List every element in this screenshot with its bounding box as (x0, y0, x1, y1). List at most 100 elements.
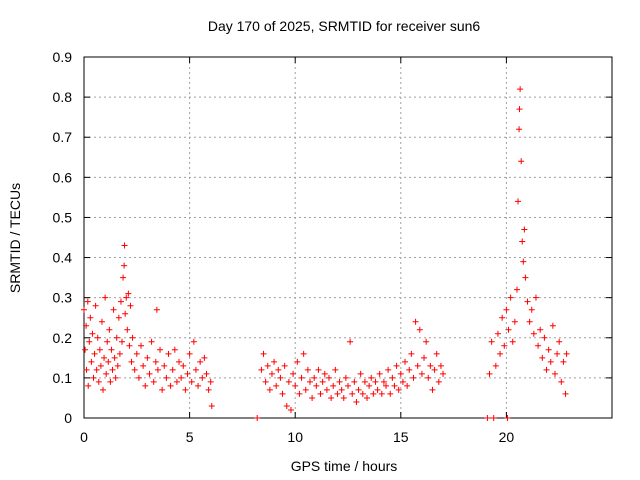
data-point (315, 366, 322, 373)
data-point (129, 334, 136, 341)
data-point (176, 358, 183, 365)
x-tick-label: 20 (499, 429, 515, 445)
data-point (306, 378, 313, 385)
data-point (190, 338, 197, 345)
data-point (518, 158, 525, 165)
data-point (547, 358, 554, 365)
data-point (180, 362, 187, 369)
data-point (277, 374, 284, 381)
data-point (106, 326, 113, 333)
data-point (91, 350, 98, 357)
data-point (105, 358, 112, 365)
data-point (192, 366, 199, 373)
data-point (412, 318, 419, 325)
data-point (522, 274, 529, 281)
data-point (423, 338, 430, 345)
data-point (334, 390, 341, 397)
data-point (169, 366, 176, 373)
data-point (399, 378, 406, 385)
data-point (501, 342, 508, 349)
data-point (161, 362, 168, 369)
data-point (328, 394, 335, 401)
data-point (370, 390, 377, 397)
data-point (125, 290, 132, 297)
data-point (515, 198, 522, 205)
data-point (524, 298, 531, 305)
data-point (254, 415, 261, 421)
data-point (521, 226, 528, 233)
data-point (205, 386, 212, 393)
data-point (433, 350, 440, 357)
data-point (103, 370, 110, 377)
data-point (497, 350, 504, 357)
y-tick-label: 0.8 (53, 89, 73, 105)
data-point (144, 354, 151, 361)
data-point (119, 338, 126, 345)
data-point (197, 358, 204, 365)
data-point (173, 378, 180, 385)
data-point (302, 386, 309, 393)
y-tick-label: 0.7 (53, 129, 73, 145)
data-point (154, 366, 161, 373)
x-axis-label: GPS time / hours (291, 458, 398, 474)
data-point (372, 378, 379, 385)
data-point (549, 322, 556, 329)
data-point (519, 238, 526, 245)
data-point (298, 374, 305, 381)
data-point (135, 374, 142, 381)
data-point (520, 258, 527, 265)
data-point (435, 378, 442, 385)
data-point (539, 354, 546, 361)
data-point (421, 354, 428, 361)
data-point (208, 402, 215, 409)
data-point (404, 382, 411, 389)
data-point (313, 382, 320, 389)
y-tick-label: 0.5 (53, 209, 73, 225)
y-tick-label: 0.9 (53, 49, 73, 65)
data-point (545, 346, 552, 353)
data-point (351, 378, 358, 385)
data-point (437, 362, 444, 369)
data-point (505, 326, 512, 333)
data-point (92, 302, 99, 309)
data-point (537, 326, 544, 333)
data-point (342, 374, 349, 381)
data-point (199, 374, 206, 381)
data-point (526, 318, 533, 325)
data-point (300, 350, 307, 357)
data-point (410, 374, 417, 381)
data-point (283, 402, 290, 409)
data-point (262, 378, 269, 385)
data-point (317, 390, 324, 397)
data-point (268, 370, 275, 377)
data-point (393, 362, 400, 369)
data-point (509, 338, 516, 345)
data-point (304, 366, 311, 373)
data-point (163, 374, 170, 381)
data-point (186, 350, 193, 357)
x-tick-label: 15 (393, 429, 409, 445)
data-point (499, 314, 506, 321)
data-point (184, 370, 191, 377)
data-point (287, 406, 294, 413)
data-point (406, 366, 413, 373)
data-point (83, 366, 90, 373)
data-point (88, 358, 95, 365)
data-point (311, 374, 318, 381)
data-point (84, 298, 91, 305)
data-point (93, 366, 100, 373)
data-point (159, 386, 166, 393)
data-point (532, 294, 539, 301)
data-point (376, 370, 383, 377)
data-point (357, 370, 364, 377)
data-point (124, 326, 131, 333)
data-point (157, 346, 164, 353)
x-tick-label: 5 (186, 429, 194, 445)
data-point (101, 354, 108, 361)
data-point (133, 350, 140, 357)
data-point (90, 374, 97, 381)
data-point (391, 382, 398, 389)
data-point (374, 386, 381, 393)
data-point (115, 314, 122, 321)
